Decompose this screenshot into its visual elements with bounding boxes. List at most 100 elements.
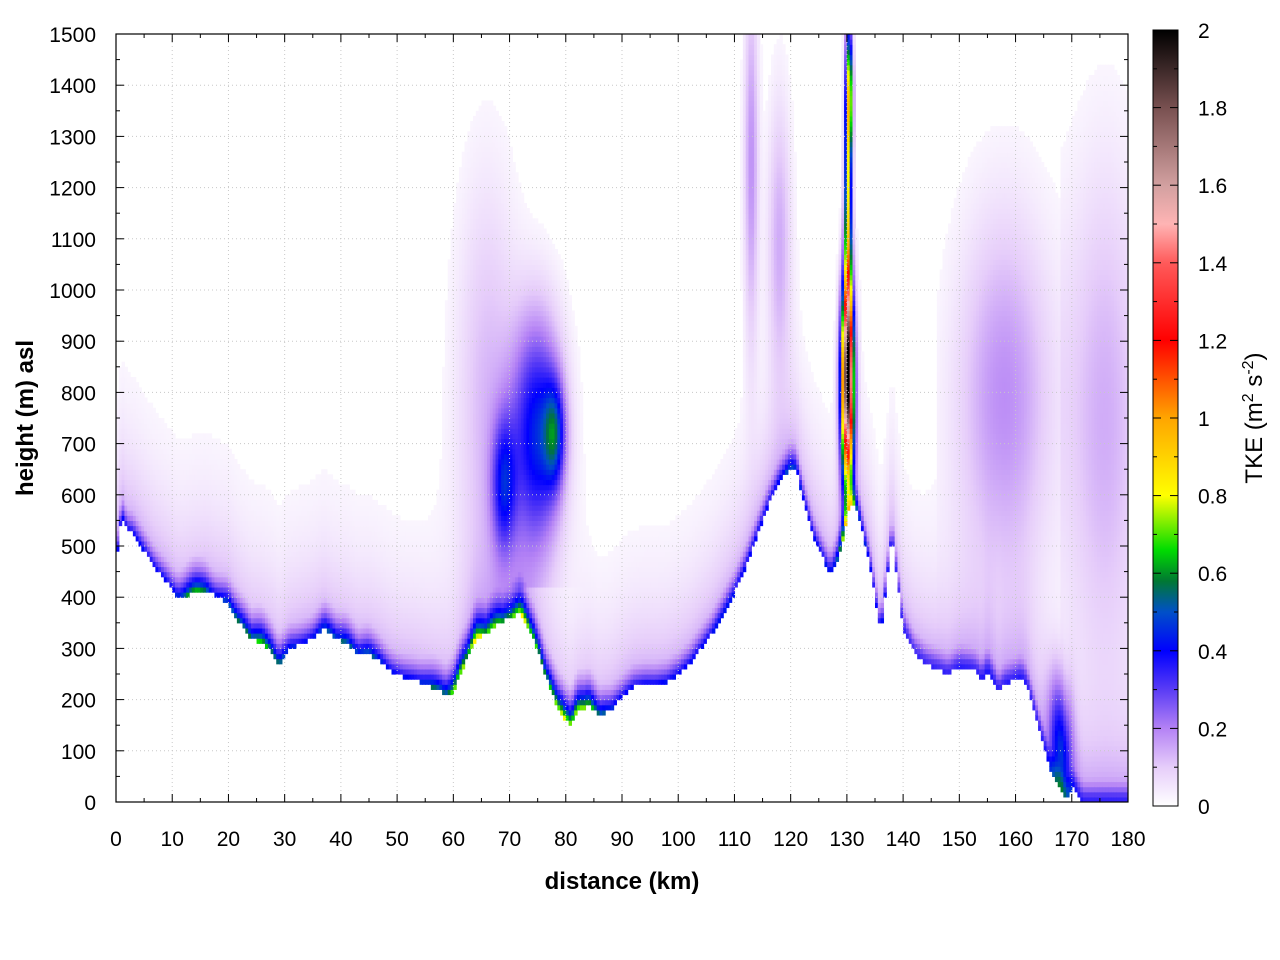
tke-cell — [298, 510, 303, 516]
tke-cell — [180, 458, 185, 465]
tke-cell — [222, 479, 227, 486]
tke-cell — [186, 464, 190, 470]
tke-cell — [242, 607, 246, 614]
tke-cell — [259, 515, 263, 521]
tke-cell — [132, 423, 137, 429]
tke-cell — [276, 648, 280, 655]
tke-cell — [250, 627, 255, 634]
tke-cell — [118, 418, 123, 424]
tke-cell — [304, 546, 308, 552]
tke-cell — [284, 643, 289, 649]
tke-cell — [236, 561, 241, 568]
tke-cell — [315, 530, 319, 537]
tke-cell — [231, 530, 235, 537]
tke-cell — [284, 546, 289, 552]
tke-cell — [318, 546, 322, 552]
tke-cell — [158, 540, 162, 547]
tke-cell — [175, 581, 179, 588]
tke-cell — [228, 571, 232, 578]
tke-cell — [121, 366, 126, 373]
tke-cell — [177, 448, 182, 455]
tke-cell — [242, 566, 246, 573]
tke-cell — [295, 602, 300, 609]
tke-cell — [208, 453, 213, 460]
tke-cell — [183, 494, 187, 501]
tke-cell — [158, 433, 162, 440]
tke-cell — [231, 505, 235, 511]
tke-cell — [132, 412, 137, 419]
tke-cell — [138, 458, 142, 465]
tke-cell — [256, 535, 260, 542]
tke-cell — [281, 586, 286, 593]
tke-cell — [388, 510, 393, 516]
tke-cell — [301, 556, 305, 562]
tke-cell — [163, 551, 168, 557]
tke-cell — [318, 525, 322, 532]
tke-cell — [175, 530, 179, 537]
tke-cell — [211, 586, 215, 593]
tke-cell — [169, 556, 173, 562]
tke-cell — [262, 499, 266, 506]
tke-cell — [301, 581, 305, 588]
tke-cell — [293, 638, 297, 644]
tke-cell — [183, 546, 187, 552]
tke-cell — [169, 484, 173, 491]
tke-cell — [200, 535, 204, 542]
tke-cell — [116, 428, 120, 434]
tke-cell — [214, 515, 218, 521]
tke-cell — [304, 638, 308, 644]
tke-cell — [132, 377, 137, 383]
tke-cell — [298, 602, 303, 609]
tke-cell — [177, 530, 182, 537]
tke-cell — [284, 494, 289, 501]
tke-cell — [225, 581, 230, 588]
tke-cell — [200, 469, 204, 475]
tke-cell — [130, 505, 134, 511]
tke-cell — [312, 499, 317, 506]
tke-cell — [197, 433, 201, 440]
tke-cell — [234, 535, 238, 542]
tke-cell — [166, 453, 171, 460]
tke-cell — [116, 474, 120, 481]
tke-cell — [217, 540, 221, 547]
tke-cell — [127, 418, 131, 424]
tke-cell — [242, 525, 246, 532]
tke-cell — [152, 428, 156, 434]
tke-cell — [169, 438, 173, 445]
tke-cell — [290, 622, 294, 629]
tke-cell — [214, 448, 218, 455]
tke-cell — [205, 546, 210, 552]
tke-cell — [250, 556, 255, 562]
tke-cell — [231, 592, 235, 598]
tke-cell — [121, 402, 126, 409]
tke-cell — [256, 576, 260, 583]
tke-cell — [217, 453, 221, 460]
tke-cell — [234, 510, 238, 516]
tke-cell — [307, 494, 311, 501]
tke-cell — [163, 566, 168, 573]
tke-cell — [225, 556, 230, 562]
tke-cell — [160, 469, 165, 475]
tke-cell — [234, 612, 238, 619]
tke-cell — [124, 418, 128, 424]
tke-cell — [158, 530, 162, 537]
tke-cell — [298, 566, 303, 573]
tke-cell — [118, 428, 123, 434]
tke-cell — [163, 561, 168, 568]
tke-cell — [169, 566, 173, 573]
tke-cell — [163, 540, 168, 547]
tke-cell — [298, 597, 303, 603]
tke-cell — [141, 412, 145, 419]
tke-cell — [295, 499, 300, 506]
tke-cell — [214, 525, 218, 532]
tke-cell — [267, 489, 272, 496]
tke-cell — [186, 505, 190, 511]
tke-cell — [186, 535, 190, 542]
tke-cell — [205, 520, 210, 527]
tke-cell — [191, 586, 196, 593]
tke-cell — [138, 387, 142, 393]
tke-cell — [256, 612, 260, 619]
tke-cell — [220, 448, 224, 455]
tke-cell — [309, 515, 314, 521]
tke-cell — [259, 607, 263, 614]
